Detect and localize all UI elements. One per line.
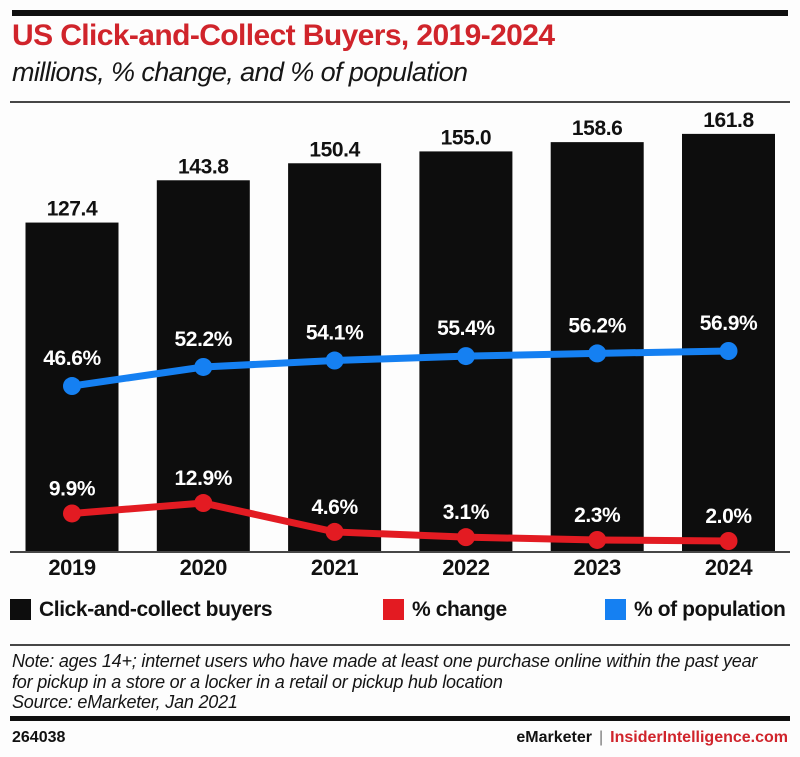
line-point xyxy=(325,522,344,541)
point-value-label: 3.1% xyxy=(443,501,490,524)
x-tick-label: 2021 xyxy=(311,555,359,580)
legend-swatch-population xyxy=(605,599,626,620)
note-thin-rule xyxy=(10,644,790,646)
point-value-label: 54.1% xyxy=(306,322,364,345)
chart-title: US Click-and-Collect Buyers, 2019-2024 xyxy=(12,19,555,52)
point-value-label: 46.6% xyxy=(43,347,101,370)
line-point xyxy=(719,342,738,360)
line-point xyxy=(194,494,213,513)
x-tick-label: 2022 xyxy=(442,555,490,580)
line-point xyxy=(588,530,607,549)
point-value-label: 56.9% xyxy=(700,312,758,335)
legend-label-population: % of population xyxy=(634,598,786,621)
line-series xyxy=(71,347,729,390)
point-value-label: 12.9% xyxy=(175,467,233,490)
x-tick-label: 2023 xyxy=(574,555,622,580)
chart-canvas: 127.4 143.8 150.4 155.0 158.6 161.8 2019 2020 20… xyxy=(10,109,790,580)
point-value-label: 2.3% xyxy=(574,504,621,527)
footer-brand-line: eMarketer | InsiderIntelligence.com xyxy=(516,729,788,747)
point-value-label: 4.6% xyxy=(311,496,358,519)
top-thick-rule xyxy=(12,10,788,16)
bar-value-label: 161.8 xyxy=(703,109,754,132)
line-series xyxy=(71,499,729,545)
chart-id: 264038 xyxy=(12,729,66,746)
line-point xyxy=(63,377,81,396)
footer-site-link: InsiderIntelligence.com xyxy=(610,729,788,746)
chart-subtitle: millions, % change, and % of population xyxy=(12,57,468,87)
line-point xyxy=(588,344,607,363)
legend-item-buyers: Click-and-collect buyers xyxy=(10,598,273,621)
footer-brand: eMarketer xyxy=(516,729,593,746)
bar-value-label: 155.0 xyxy=(441,126,492,149)
point-value-label: 56.2% xyxy=(568,314,626,337)
point-value-label: 55.4% xyxy=(437,317,495,340)
point-value-label: 2.0% xyxy=(705,505,752,528)
source-text: Source: eMarketer, Jan 2021 xyxy=(12,692,238,712)
point-value-label: 9.9% xyxy=(49,477,96,500)
x-tick-label: 2019 xyxy=(48,555,96,580)
bar-value-label: 150.4 xyxy=(309,138,360,161)
line-point xyxy=(194,357,213,376)
legend-swatch-buyers xyxy=(10,599,31,620)
bar-value-label: 127.4 xyxy=(47,198,98,221)
line-point xyxy=(63,504,81,523)
footer-separator: | xyxy=(599,729,604,746)
legend-label-change: % change xyxy=(412,598,507,621)
x-tick-label: 2024 xyxy=(705,555,754,580)
bar-value-label: 158.6 xyxy=(572,117,623,140)
line-point xyxy=(456,528,475,547)
legend-swatch-change xyxy=(383,599,404,620)
line-point xyxy=(325,351,344,370)
header-thin-rule xyxy=(10,101,790,103)
legend-item-population: % of population xyxy=(605,598,786,621)
point-value-label: 52.2% xyxy=(175,328,233,351)
line-point xyxy=(719,532,738,550)
note-block: Note: ages 14+; internet users who have … xyxy=(12,651,760,713)
legend-label-buyers: Click-and-collect buyers xyxy=(39,598,273,621)
line-point xyxy=(456,347,475,366)
note-text: Note: ages 14+; internet users who have … xyxy=(12,651,758,692)
legend-item-change: % change xyxy=(383,598,507,621)
x-tick-label: 2020 xyxy=(180,555,228,580)
footer: 264038 eMarketer | InsiderIntelligence.com xyxy=(12,729,788,747)
bar-value-label: 143.8 xyxy=(178,155,229,178)
bottom-thick-rule xyxy=(10,716,790,721)
